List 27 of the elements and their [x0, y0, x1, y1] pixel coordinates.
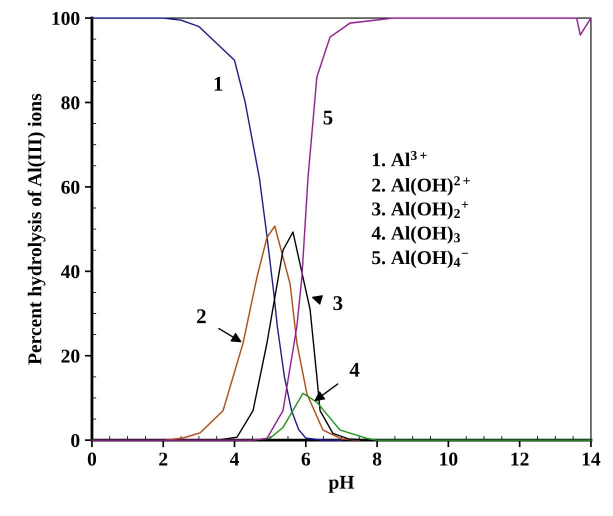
x-tick-label: 6 [302, 452, 310, 466]
y-tick-label: 80 [61, 96, 80, 110]
x-tick-label: 4 [230, 452, 240, 466]
y-tick-label: 60 [61, 180, 80, 194]
annotation: 1 [214, 76, 222, 91]
annotation: 2 [197, 309, 206, 324]
annotation: 3 [333, 296, 342, 310]
annotation: 4. Al(OH)$_{3}$ [372, 226, 460, 244]
x-tick-label: 10 [440, 452, 458, 466]
x-tick-label: 8 [372, 452, 382, 466]
annotation: 1. Al$^{3+}$ [372, 150, 427, 166]
annotation: 5 [324, 110, 332, 125]
annotation: 5. Al(OH)$_{4}$$^{−}$ [372, 250, 468, 268]
line-series [162, 225, 360, 441]
y-tick-label: 100 [52, 12, 80, 25]
x-tick-label: 2 [159, 452, 168, 466]
annotation: 3. Al(OH)$_{2}$$^{+}$ [372, 201, 468, 220]
annotation: 4 [350, 362, 360, 377]
y-tick-label: 40 [60, 265, 80, 278]
x-tick-label: 14 [582, 452, 600, 466]
y-tick-label: 20 [62, 350, 80, 363]
x-axis-title: pH [328, 476, 354, 493]
y-tick-label: 0 [71, 434, 80, 448]
y-axis-title: Percent hydrolysis of Al(III) ions [28, 94, 46, 365]
x-tick-label: 12 [511, 452, 529, 466]
x-tick-label: 0 [88, 452, 96, 466]
annotation: 2. Al(OH)$^{2+}$ [372, 176, 470, 196]
